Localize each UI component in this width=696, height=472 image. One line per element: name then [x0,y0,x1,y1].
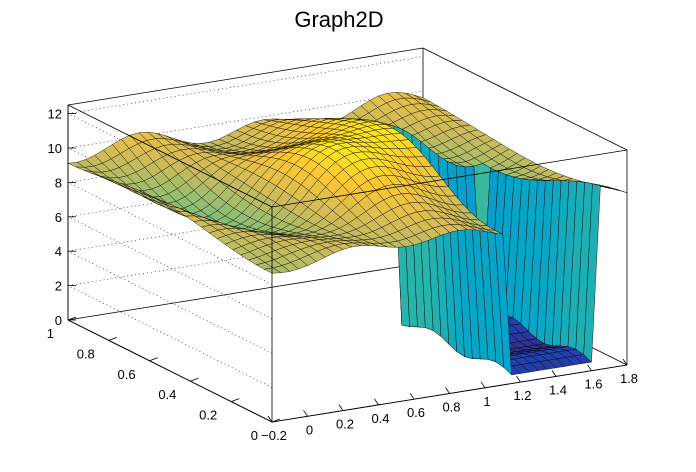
y-tick-label: 0 [251,428,258,443]
x-tick [551,370,557,377]
frame-edge [271,149,628,208]
x-tick-label: 1.8 [620,371,638,386]
x-tick [587,364,592,371]
z-tick-label: 12 [48,107,62,122]
x-tick-label: 1.4 [549,382,567,397]
grid-line [67,285,273,388]
frame-edge [422,47,628,151]
x-tick [622,358,628,366]
x-tick-label: 0.2 [336,417,354,432]
frame-edge [67,47,424,106]
x-axis: −0.2 0 0.2 0.4 0.6 0.8 1 1.2 1.4 1.6 1.8 [261,358,638,443]
x-tick [480,381,486,389]
y-tick [108,337,117,341]
x-tick [516,375,521,383]
z-tick-label: 10 [48,141,62,156]
x-tick-label: 1.6 [584,377,602,392]
x-tick-label: 0 [306,422,313,437]
x-tick-label: 1.2 [513,388,531,403]
x-tick-label: 0.4 [371,411,389,426]
z-tick-label: 0 [55,313,62,328]
grid-line [67,250,273,354]
x-tick-label: 1 [483,394,490,409]
y-axis-line [67,319,273,423]
x-tick-label: 0.6 [407,405,425,420]
x-tick [374,398,379,406]
x-tick [338,404,344,411]
y-tick-label: 0.8 [77,346,95,361]
y-tick [190,377,199,382]
z-tick-label: 8 [55,175,62,190]
surface-cell [263,267,282,274]
x-tick [303,410,308,417]
y-tick [231,398,240,402]
x-tick-label: −0.2 [261,428,287,443]
y-tick-label: 1 [47,326,54,341]
frame-edge [67,104,273,208]
frame-edge [67,262,424,321]
z-axis: 0 2 4 6 8 10 12 [48,105,76,328]
x-tick [445,387,450,394]
x-tick [409,392,415,400]
y-tick [67,316,77,321]
z-tick-label: 2 [55,279,62,294]
z-tick-label: 4 [55,244,62,259]
y-tick-label: 0.2 [199,408,217,423]
y-tick-label: 0.6 [118,367,136,382]
surface-mesh [67,92,628,376]
y-tick [149,357,158,362]
y-axis: 0 0.2 0.4 0.6 0.8 1 [47,316,281,443]
x-tick [267,415,273,423]
z-tick-label: 6 [55,210,62,225]
chart-title: Graph2D [294,7,383,32]
x-tick-label: 0.8 [442,400,460,415]
y-tick-label: 0.4 [158,387,176,402]
